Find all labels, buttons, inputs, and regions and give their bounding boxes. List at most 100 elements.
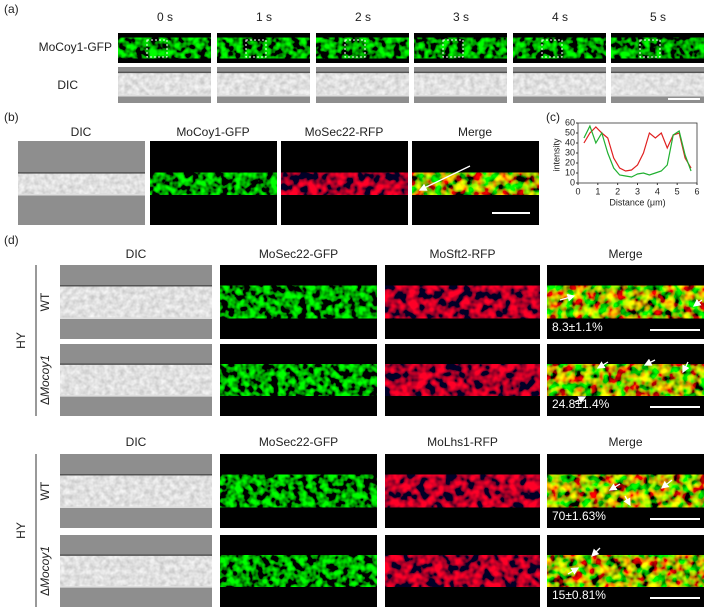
micrograph-dic (60, 535, 212, 607)
hypha (118, 37, 211, 59)
label: (c) (546, 110, 560, 124)
arrow (608, 483, 621, 491)
colocalization-percentage: 24.8±1.4% (552, 397, 610, 411)
y-axis-label: intensity (551, 138, 561, 172)
x-tick-label: 2 (615, 186, 620, 196)
micrograph-gfp (611, 33, 704, 63)
group-label: HY (14, 522, 28, 539)
hypha (220, 285, 377, 319)
hypha (414, 72, 507, 96)
arrow (574, 396, 587, 404)
hypha (18, 172, 145, 195)
label: (a) (4, 2, 19, 16)
column-label: MoSec22-GFP (259, 247, 338, 261)
micrograph-gfp (220, 535, 377, 607)
micrograph-gfp (220, 344, 377, 416)
micrograph-gfp (217, 33, 310, 63)
micrograph-gfp (414, 33, 507, 63)
hypha (385, 555, 540, 587)
column-label: MoSec22-GFP (259, 435, 338, 449)
micrograph-dic (414, 67, 507, 103)
micrograph-dic (316, 67, 409, 103)
hypha (385, 364, 540, 396)
column-label: Merge (458, 125, 492, 139)
micrograph-gfp (220, 265, 377, 339)
column-label: MoSft2-RFP (429, 247, 495, 261)
hypha (60, 555, 212, 587)
x-tick-label: 4 (655, 186, 660, 196)
hypha (513, 72, 606, 96)
arrow (682, 361, 690, 374)
hypha (414, 37, 507, 59)
micrograph-rfp (385, 344, 540, 416)
arrow (692, 298, 703, 307)
x-tick-label: 0 (575, 186, 580, 196)
arrow (559, 294, 576, 302)
x-tick-label: 3 (635, 186, 640, 196)
arrow (596, 361, 609, 369)
arrow (643, 358, 656, 366)
hypha (385, 474, 540, 508)
hypha (60, 285, 212, 319)
label: (d) (4, 233, 19, 247)
time-label: 5 s (650, 10, 666, 24)
hypha (316, 72, 409, 96)
hypha (547, 285, 704, 319)
roi-box (442, 39, 464, 58)
column-label: DIC (71, 125, 92, 139)
column-label: Merge (608, 247, 642, 261)
x-tick-label: 6 (694, 186, 699, 196)
micrograph-gfp (220, 454, 377, 528)
group-label: HY (14, 332, 28, 349)
micrograph-gfp (513, 33, 606, 63)
micrograph-gfp (118, 33, 211, 63)
roi-box (541, 39, 563, 58)
colocalization-percentage: 8.3±1.1% (552, 320, 603, 334)
micrograph-dic (60, 265, 212, 339)
micrograph-dic (60, 344, 212, 416)
x-tick-label: 1 (595, 186, 600, 196)
genotype-symbol: Δ (38, 588, 52, 596)
arrow (660, 479, 673, 489)
hypha (513, 37, 606, 59)
colocalization-percentage: 15±0.81% (552, 588, 606, 602)
hypha (217, 37, 310, 59)
row-label: ΔMocoy1 (38, 355, 52, 405)
micrograph-dic (18, 141, 145, 225)
hypha (217, 72, 310, 96)
hypha (547, 555, 704, 587)
y-tick-label: 0 (570, 177, 575, 187)
arrow (418, 165, 471, 191)
row-label: WT (38, 481, 52, 500)
hypha (385, 285, 540, 319)
x-tick-label: 5 (675, 186, 680, 196)
hypha (547, 364, 704, 396)
micrograph-dic (60, 454, 212, 528)
hypha (547, 474, 704, 508)
column-label: MoCoy1-GFP (176, 125, 249, 139)
y-tick-label: 40 (565, 137, 575, 147)
hypha (118, 72, 211, 96)
label: (b) (4, 110, 19, 124)
time-label: 0 s (157, 10, 173, 24)
hypha (412, 172, 539, 195)
time-label: 3 s (453, 10, 469, 24)
x-axis-label: Distance (μm) (609, 197, 665, 207)
genotype-name: Mocoy1 (38, 355, 52, 397)
arrow (623, 495, 631, 507)
micrograph-dic (611, 67, 704, 103)
roi-box (245, 39, 267, 58)
y-tick-label: 60 (565, 117, 575, 127)
hypha (611, 37, 704, 59)
row-label: DIC (57, 78, 78, 92)
genotype-name: Mocoy1 (38, 546, 52, 588)
micrograph-dic (217, 67, 310, 103)
arrow (567, 567, 580, 575)
micrograph-gfp (316, 33, 409, 63)
time-label: 4 s (552, 10, 568, 24)
y-tick-label: 20 (565, 157, 575, 167)
column-label: MoSec22-RFP (305, 125, 384, 139)
y-tick-label: 50 (565, 127, 575, 137)
roi-box (146, 39, 168, 58)
micrograph-mrg (547, 344, 704, 416)
